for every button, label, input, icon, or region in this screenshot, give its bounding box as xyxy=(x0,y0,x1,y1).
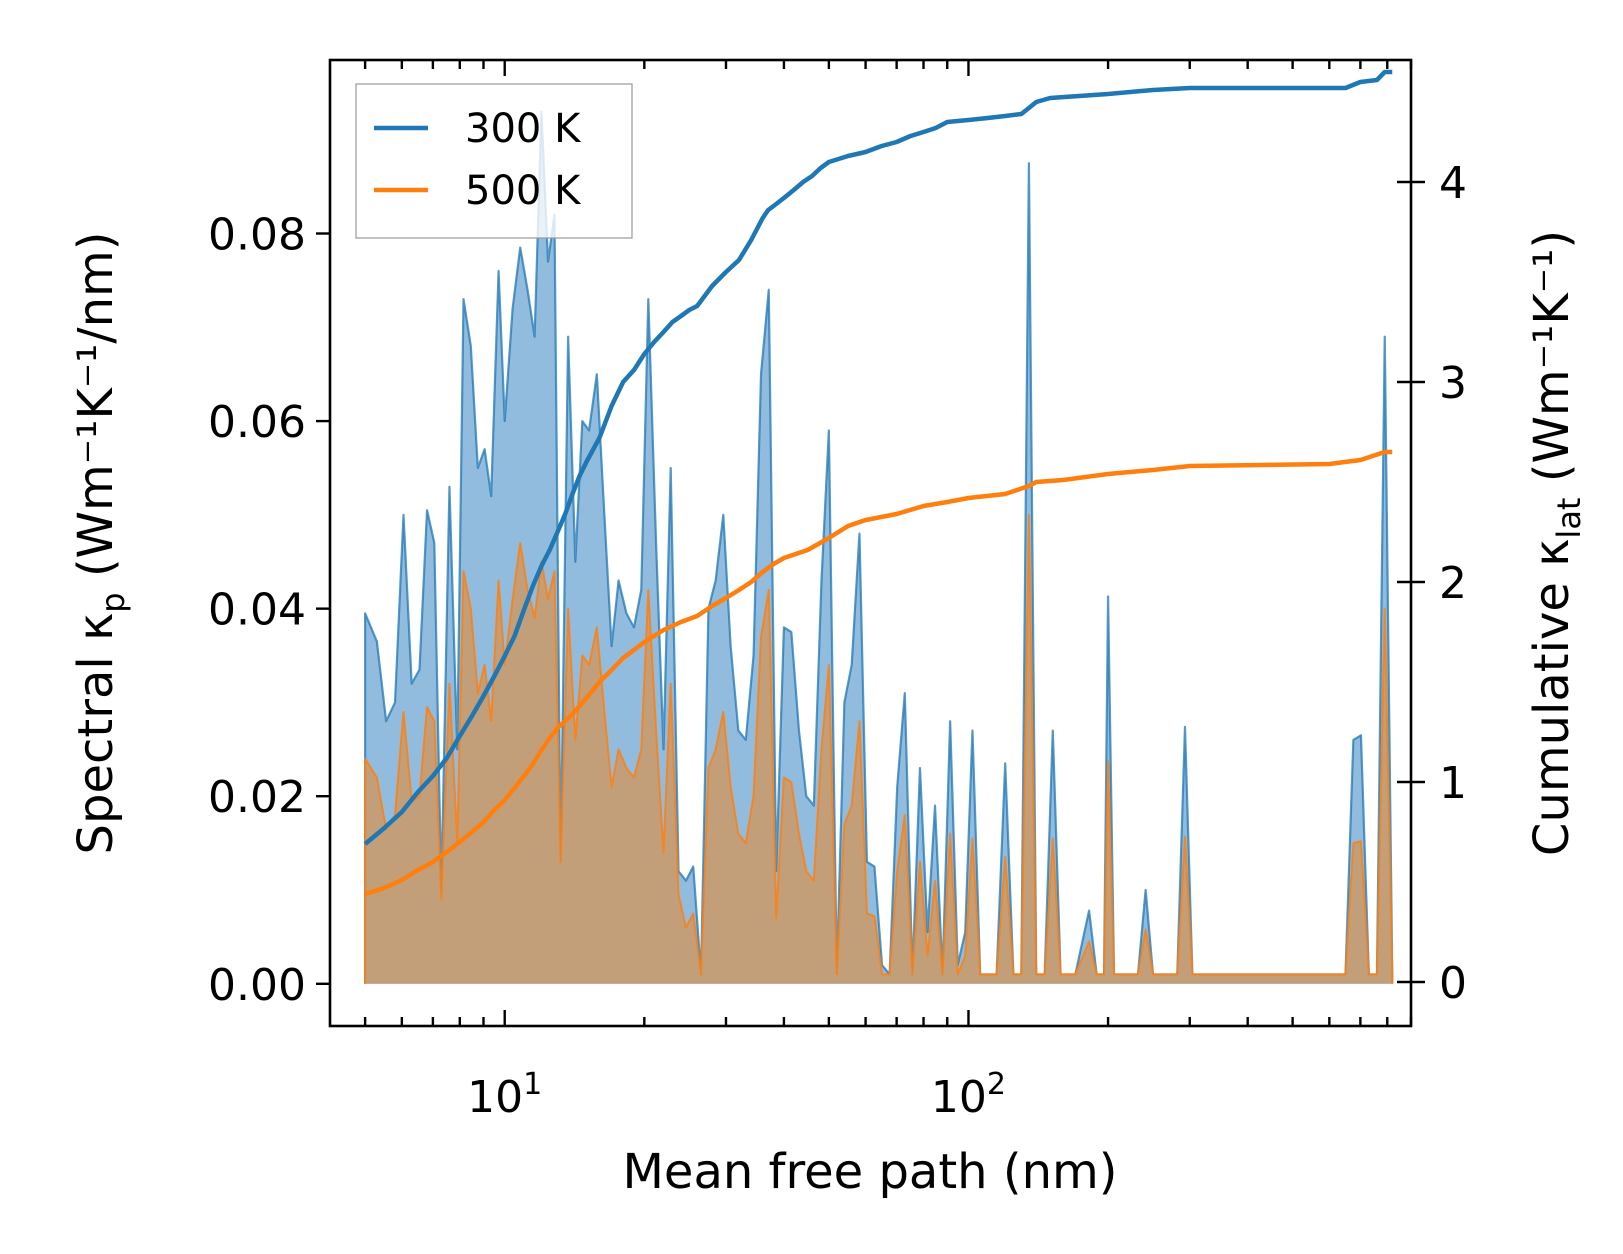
spectral-500k-line xyxy=(364,513,1394,984)
y-right-tick-label: 1 xyxy=(1439,758,1467,809)
legend-label-500k: 500 K xyxy=(465,168,582,214)
legend: 300 K 500 K xyxy=(355,83,633,239)
y-left-axis-title: Spectral κp (Wm⁻¹K⁻¹/nm) xyxy=(68,232,132,855)
cumulative-500k-line xyxy=(364,449,1393,897)
spectral-500k-fill xyxy=(365,514,1393,984)
x-tick-label: 101 xyxy=(467,1067,542,1123)
plot-frame xyxy=(328,58,1413,1028)
y-right-tick-label: 4 xyxy=(1439,158,1467,209)
y-right-tick-label: 2 xyxy=(1439,558,1467,609)
x-tick-label: 102 xyxy=(931,1067,1006,1123)
cumulative-300k-line xyxy=(363,69,1393,846)
y-right-tick-label: 3 xyxy=(1439,358,1467,409)
plot-area xyxy=(363,69,1394,984)
legend-box xyxy=(355,83,633,239)
y-left-tick-label: 0.06 xyxy=(208,397,306,448)
y-left-tick-label: 0.04 xyxy=(208,585,306,636)
y-left-tick-label: 0.02 xyxy=(208,772,306,823)
y-right-axis-title: Cumulative κlat (Wm⁻¹K⁻¹) xyxy=(1524,230,1588,856)
legend-label-300k: 300 K xyxy=(465,106,582,152)
y-left-tick-label: 0.00 xyxy=(208,960,306,1011)
y-right-tick-label: 0 xyxy=(1439,958,1467,1009)
spectral-300k-line xyxy=(364,110,1394,984)
y-left-tick-label: 0.08 xyxy=(208,210,306,261)
x-axis-title: Mean free path (nm) xyxy=(623,1144,1118,1200)
